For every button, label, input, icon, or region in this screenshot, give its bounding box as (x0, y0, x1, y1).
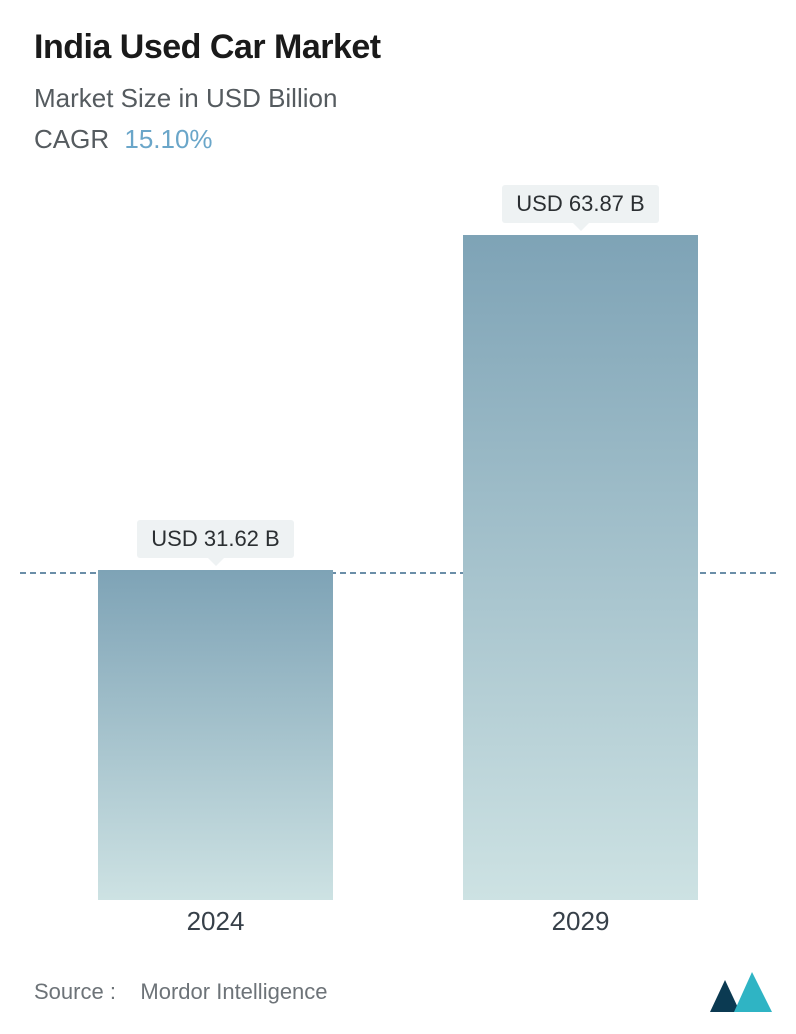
cagr-value: 15.10% (124, 124, 212, 154)
value-chip-2024: USD 31.62 B (137, 520, 293, 558)
chart-title: India Used Car Market (34, 28, 762, 67)
mordor-logo-icon (710, 972, 772, 1012)
bar-2024 (98, 570, 333, 900)
chart-subtitle: Market Size in USD Billion (34, 83, 762, 114)
bar-group-2024: USD 31.62 B (98, 520, 333, 900)
chart-area: USD 31.62 B USD 63.87 B 2024 2029 (0, 210, 796, 930)
source-label: Source : (34, 979, 116, 1004)
xaxis-label-2024: 2024 (98, 906, 333, 930)
bar-2029 (463, 235, 698, 900)
bars-container: USD 31.62 B USD 63.87 B (0, 210, 796, 900)
xaxis-label-2029: 2029 (463, 906, 698, 930)
cagr-label: CAGR (34, 124, 109, 154)
value-chip-2029: USD 63.87 B (502, 185, 658, 223)
source-text: Source : Mordor Intelligence (34, 979, 328, 1005)
cagr-row: CAGR 15.10% (34, 124, 762, 155)
footer: Source : Mordor Intelligence (34, 968, 772, 1016)
bar-group-2029: USD 63.87 B (463, 185, 698, 900)
x-axis: 2024 2029 (0, 900, 796, 930)
market-chart-card: India Used Car Market Market Size in USD… (0, 0, 796, 1034)
source-name: Mordor Intelligence (140, 979, 327, 1004)
